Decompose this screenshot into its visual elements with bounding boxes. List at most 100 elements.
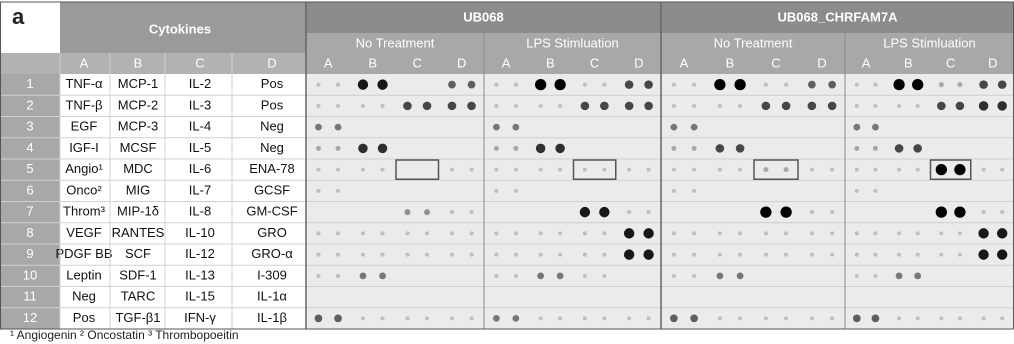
cytokine-name: Throm³ [63, 204, 106, 219]
blot-dot [716, 144, 725, 153]
blot-dot [539, 316, 543, 320]
blot-dot [893, 79, 904, 90]
cytokine-name: IL-12 [185, 246, 215, 261]
blot-dot [1000, 210, 1004, 214]
row-number: 2 [26, 97, 33, 112]
blot-dot [557, 272, 564, 279]
blot-title: UB068 [463, 9, 503, 24]
cytokine-name: MIG [126, 182, 151, 197]
cytokine-name: MCP-1 [118, 76, 158, 91]
blot-dot [358, 79, 368, 89]
blot-column-letter: D [457, 55, 466, 70]
blot-dot [784, 231, 788, 235]
blot-dot [647, 316, 651, 320]
blot-dot [512, 315, 519, 322]
blot-dot [627, 316, 631, 320]
blot-dot [738, 253, 742, 257]
blot-dot [450, 210, 454, 214]
cytokine-name: Neg [72, 289, 96, 304]
blot-dot [982, 210, 986, 214]
blot-dot [336, 168, 340, 172]
blot-dot [514, 274, 518, 278]
blot-dot [514, 231, 518, 235]
blot-dot [873, 83, 877, 87]
blot-dot [912, 79, 923, 90]
blot-dot [450, 168, 454, 172]
blot-dot [539, 231, 543, 235]
condition-label: LPS Stimluation [526, 35, 619, 50]
blot-dot [469, 253, 473, 257]
blot-dot [405, 316, 409, 320]
blot-dot [539, 104, 543, 108]
blot-dot [494, 253, 498, 257]
blot-dot [580, 207, 590, 217]
blot-dot [810, 231, 814, 235]
blot-dot [873, 253, 877, 257]
cytokine-name: IL-13 [185, 267, 215, 282]
blot-dot [513, 146, 518, 151]
blot-dot [916, 104, 920, 108]
figure: a Cytokines ¹ Angiogenin ² Oncostatin ³ … [0, 0, 1014, 344]
blot-dot [380, 104, 384, 108]
cytokine-name: IL-1β [257, 310, 287, 325]
blot-dot [914, 272, 921, 279]
blot-dot [979, 80, 988, 89]
blot-dot [897, 231, 901, 235]
blot-dot [627, 168, 631, 172]
blot-dot [672, 274, 676, 278]
blot-dot [380, 253, 384, 257]
blot-dot [855, 104, 859, 108]
blot-column-letter: D [988, 55, 997, 70]
blot-dot [936, 164, 947, 175]
cytokine-name: MCP-3 [118, 119, 158, 134]
blot-dot [782, 102, 791, 111]
cytokine-name: IL-3 [189, 97, 211, 112]
blot-dot [316, 83, 320, 87]
cytokine-name: SCF [125, 246, 151, 261]
blot-dot [316, 253, 320, 257]
blot-dot [514, 189, 518, 193]
blot-dot [764, 83, 768, 87]
blot-dot [377, 79, 387, 89]
blot-dot [625, 80, 634, 89]
blot-dot [997, 249, 1007, 259]
blot-dot [536, 144, 546, 154]
cytokine-name: GCSF [254, 182, 290, 197]
blot-dot [555, 144, 565, 154]
blot-dot [647, 210, 651, 214]
blot-dot [808, 102, 817, 111]
blot-dot [581, 102, 590, 111]
blot-column-letter: D [817, 55, 826, 70]
blot-dot [361, 316, 365, 320]
blot-dot [738, 231, 742, 235]
blot-dot [873, 168, 877, 172]
blot-dot [336, 253, 340, 257]
blot-dot [358, 144, 368, 154]
blot-dot [467, 102, 476, 111]
blot-dot [378, 144, 388, 154]
blot-dot [738, 104, 742, 108]
blot-column-letter: C [771, 55, 780, 70]
column-letter: C [195, 55, 204, 70]
blot-dot [558, 316, 562, 320]
blot-dot [762, 102, 771, 111]
cytokine-name: GRO-α [251, 246, 293, 261]
cytokine-name: PDGF BB [55, 246, 112, 261]
blot-dot [939, 253, 943, 257]
blot-dot [405, 253, 409, 257]
blot-dot [810, 210, 814, 214]
blot-dot [830, 231, 834, 235]
cytokine-name: IFN-γ [184, 310, 216, 325]
blot-dot [315, 124, 322, 131]
blot-column-letter: A [862, 55, 871, 70]
row-number: 11 [23, 289, 37, 304]
blot-dot [644, 80, 653, 89]
blot-dot [997, 101, 1007, 111]
cytokine-name: MCSF [120, 140, 157, 155]
blot-dot [978, 228, 988, 238]
blot-dot [450, 231, 454, 235]
blot-dot [873, 104, 877, 108]
blot-column-letter: C [590, 55, 599, 70]
cytokine-name: GM-CSF [246, 204, 297, 219]
blot-dot [718, 104, 722, 108]
